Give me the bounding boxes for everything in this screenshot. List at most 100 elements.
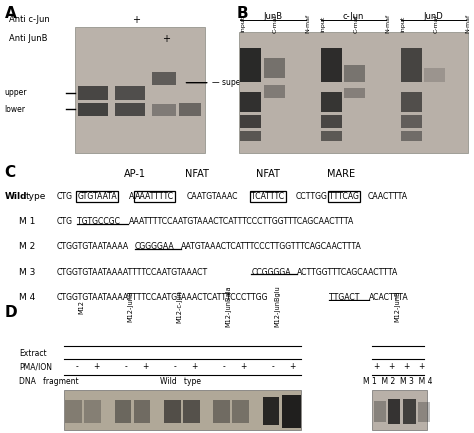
Text: +: + [240,362,246,371]
Text: +: + [191,362,198,371]
Text: +: + [388,362,394,371]
FancyBboxPatch shape [240,115,261,128]
Text: D: D [5,305,18,320]
Text: C-maf: C-maf [433,14,438,33]
Text: CTGGTGTAATAAAATTTTCCAATGTAAACT: CTGGTGTAATAAAATTTTCCAATGTAAACT [57,268,208,277]
FancyBboxPatch shape [239,32,468,153]
Text: N-maf: N-maf [306,14,310,33]
Text: +: + [93,362,100,371]
FancyBboxPatch shape [401,115,422,128]
Text: +: + [403,362,410,371]
FancyBboxPatch shape [320,132,341,142]
FancyBboxPatch shape [282,395,301,428]
Text: A: A [128,192,134,201]
Text: +: + [289,362,295,371]
Text: C-maf: C-maf [273,14,278,33]
FancyBboxPatch shape [152,72,176,85]
Text: AATGTAAACTCATTTCCCTTGGTTTCAGCAACTTTA: AATGTAAACTCATTTCCCTTGGTTTCAGCAACTTTA [181,242,361,251]
Text: GTGTAATA: GTGTAATA [77,192,117,201]
FancyBboxPatch shape [78,86,108,100]
Text: M12-JunB: M12-JunB [127,291,133,322]
Text: Extract: Extract [19,349,46,358]
FancyBboxPatch shape [388,398,400,424]
Text: B: B [237,6,249,22]
FancyBboxPatch shape [240,48,261,82]
FancyBboxPatch shape [183,400,200,423]
FancyBboxPatch shape [152,104,176,116]
Text: Wild   type: Wild type [160,378,201,386]
Text: +: + [132,15,139,25]
Text: M12-JunB: M12-JunB [394,291,401,322]
FancyBboxPatch shape [401,48,422,82]
FancyBboxPatch shape [115,400,131,423]
Text: -: - [223,362,226,371]
FancyBboxPatch shape [240,132,261,142]
Text: AP-1: AP-1 [124,168,146,179]
Text: TTGACT: TTGACT [329,293,360,302]
FancyBboxPatch shape [372,390,427,430]
Text: N-maf: N-maf [466,14,471,33]
FancyBboxPatch shape [84,400,101,423]
Text: C: C [5,165,16,180]
FancyBboxPatch shape [232,400,249,423]
Text: MARE: MARE [327,168,356,179]
Text: N-maf: N-maf [386,14,391,33]
FancyBboxPatch shape [164,400,181,423]
Text: +: + [162,34,170,44]
Text: -: - [125,362,128,371]
FancyBboxPatch shape [115,103,146,116]
Text: M 3: M 3 [19,268,36,277]
Text: M 2: M 2 [19,242,35,251]
Text: c-Jun: c-Jun [342,12,364,21]
Text: NFAT: NFAT [185,168,209,179]
Text: CTG: CTG [57,192,73,201]
Text: CTG: CTG [57,217,73,226]
Text: input: input [401,16,406,32]
Text: TTTCAG: TTTCAG [329,192,359,201]
FancyBboxPatch shape [320,48,341,82]
Text: +: + [142,362,148,371]
FancyBboxPatch shape [264,58,284,78]
FancyBboxPatch shape [74,27,205,153]
Text: -: - [272,362,274,371]
FancyBboxPatch shape [424,68,445,82]
FancyBboxPatch shape [320,92,341,112]
Text: M12-JunBglu: M12-JunBglu [274,286,280,327]
Text: M12-JunBala: M12-JunBala [225,286,231,327]
FancyBboxPatch shape [320,115,341,128]
Text: M 1  M 2  M 3  M 4: M 1 M 2 M 3 M 4 [364,378,433,386]
FancyBboxPatch shape [65,400,82,423]
Text: DNA   fragment: DNA fragment [19,378,79,386]
FancyBboxPatch shape [401,92,422,112]
FancyBboxPatch shape [263,397,279,425]
FancyBboxPatch shape [418,402,430,421]
Text: CCTTGG: CCTTGG [295,192,327,201]
Text: CGGGGAA: CGGGGAA [135,242,175,251]
Text: Wild: Wild [5,192,27,201]
FancyBboxPatch shape [344,88,365,98]
FancyBboxPatch shape [344,65,365,82]
Text: CAATGTAAAC: CAATGTAAAC [186,192,238,201]
FancyBboxPatch shape [403,398,416,424]
Text: CAACTTTA: CAACTTTA [367,192,407,201]
Text: AAATTTTC: AAATTTTC [135,192,174,201]
Text: M12: M12 [78,300,84,313]
Text: upper: upper [5,88,27,97]
FancyBboxPatch shape [64,390,301,430]
Text: TCATTTC: TCATTTC [251,192,284,201]
Text: M 1: M 1 [19,217,36,226]
Text: -: - [76,362,79,371]
Text: C-maf: C-maf [353,14,358,33]
Text: Anti c-Jun: Anti c-Jun [9,15,50,24]
Text: JunB: JunB [264,12,283,21]
Text: PMA/ION: PMA/ION [19,362,52,371]
FancyBboxPatch shape [78,103,108,116]
Text: type: type [26,192,46,201]
FancyBboxPatch shape [179,103,201,116]
Text: CTGGTGTAATAAAATTTTCCAATGTAAACTCATTTCCCTTGG: CTGGTGTAATAAAATTTTCCAATGTAAACTCATTTCCCTT… [57,293,268,302]
Text: CCGGGGA: CCGGGGA [251,268,291,277]
Text: CTGGTGTAATAAAA: CTGGTGTAATAAAA [57,242,129,251]
Text: JunD: JunD [423,12,443,21]
Text: lower: lower [5,105,26,114]
FancyBboxPatch shape [264,85,284,98]
